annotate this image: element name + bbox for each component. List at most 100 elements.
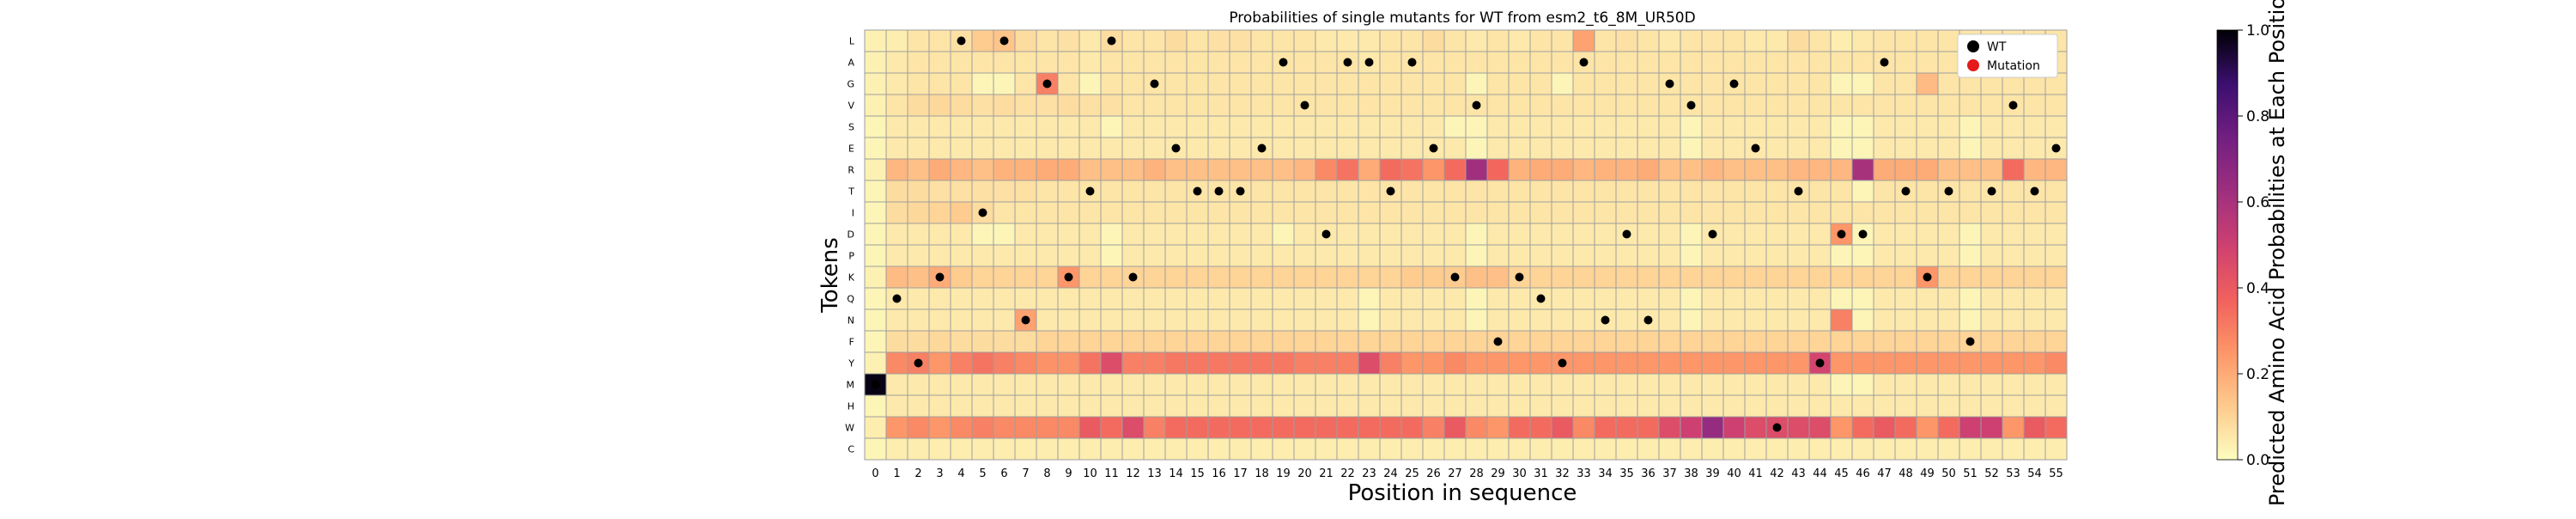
- heatmap-cell: [864, 201, 887, 224]
- heatmap-cell: [1143, 180, 1166, 203]
- heatmap-cell: [1036, 308, 1059, 332]
- wt-marker: [914, 358, 923, 368]
- legend-frame: [1957, 34, 2058, 78]
- heatmap-cell: [1980, 394, 2003, 418]
- legend-wt-label: WT: [1987, 40, 2007, 54]
- heatmap-cell: [1078, 373, 1102, 396]
- heatmap-cell: [1121, 308, 1145, 332]
- heatmap-cell: [1851, 308, 1874, 332]
- heatmap-cell: [1551, 72, 1574, 95]
- heatmap-cell: [2023, 416, 2046, 439]
- heatmap-cell: [1078, 72, 1102, 95]
- heatmap-cell: [1443, 287, 1467, 310]
- heatmap-cell: [928, 223, 951, 246]
- heatmap-cell: [1937, 72, 1960, 95]
- heatmap-cell: [1486, 223, 1510, 246]
- x-tick-label: 23: [1362, 467, 1376, 480]
- heatmap-cell: [1078, 158, 1102, 181]
- heatmap-cell: [1937, 330, 1960, 353]
- heatmap-cell: [1787, 51, 1810, 74]
- heatmap-cell: [1422, 115, 1445, 138]
- heatmap-cell: [1508, 94, 1531, 117]
- heatmap-cell: [1615, 394, 1638, 418]
- heatmap-cell: [1765, 137, 1789, 160]
- heatmap-cell: [1916, 244, 1939, 267]
- heatmap-cell: [993, 223, 1016, 246]
- wt-marker: [1085, 186, 1095, 196]
- heatmap-cell: [1121, 180, 1145, 203]
- x-tick-label: 53: [2006, 467, 2020, 480]
- heatmap-cell: [1400, 266, 1424, 289]
- x-tick-label: 20: [1297, 467, 1312, 480]
- heatmap-cell: [1400, 137, 1424, 160]
- heatmap-cell: [1658, 244, 1681, 267]
- heatmap-cell: [1057, 287, 1080, 310]
- heatmap-cell: [1121, 29, 1145, 52]
- heatmap-cell: [1744, 308, 1767, 332]
- heatmap-cell: [1529, 72, 1552, 95]
- heatmap-cell: [1830, 201, 1853, 224]
- heatmap-cell: [1937, 158, 1960, 181]
- heatmap-cell: [1916, 394, 1939, 418]
- colorbar-tick-label: 0.6: [2246, 194, 2269, 211]
- heatmap-cell: [1722, 416, 1746, 439]
- heatmap-cell: [1637, 244, 1660, 267]
- heatmap-cell: [907, 308, 930, 332]
- heatmap-cell: [885, 94, 908, 117]
- heatmap-cell: [1744, 287, 1767, 310]
- heatmap-cell: [1551, 51, 1574, 74]
- heatmap-cell: [1057, 158, 1080, 181]
- heatmap-cell: [885, 266, 908, 289]
- heatmap-cell: [1830, 94, 1853, 117]
- heatmap-cell: [1765, 180, 1789, 203]
- heatmap-cell: [1508, 351, 1531, 375]
- heatmap-cell: [971, 437, 994, 461]
- heatmap-cell: [1873, 244, 1896, 267]
- heatmap-cell: [1272, 266, 1295, 289]
- heatmap-cell: [2023, 287, 2046, 310]
- heatmap-cell: [1701, 201, 1724, 224]
- heatmap-cell: [907, 394, 930, 418]
- heatmap-cell: [1036, 330, 1059, 353]
- heatmap-cell: [864, 115, 887, 138]
- heatmap-cell: [1465, 287, 1488, 310]
- heatmap-cell: [1121, 394, 1145, 418]
- heatmap-cell: [1744, 373, 1767, 396]
- heatmap-cell: [993, 51, 1016, 74]
- heatmap-cell: [2002, 137, 2025, 160]
- heatmap-cell: [2044, 201, 2068, 224]
- heatmap-cell: [2044, 373, 2068, 396]
- heatmap-cell: [1594, 29, 1617, 52]
- heatmap-cell: [1100, 115, 1123, 138]
- heatmap-cell: [2023, 351, 2046, 375]
- heatmap-cell: [1143, 351, 1166, 375]
- x-tick-label: 39: [1705, 467, 1720, 480]
- heatmap-cell: [1787, 266, 1810, 289]
- legend-mutation-marker: [1967, 59, 1979, 71]
- heatmap-cell: [1959, 158, 1982, 181]
- heatmap-cell: [1529, 437, 1552, 461]
- heatmap-cell: [2002, 244, 2025, 267]
- heatmap-cell: [950, 308, 973, 332]
- heatmap-cell: [1186, 266, 1209, 289]
- heatmap-cell: [1465, 416, 1488, 439]
- heatmap-cell: [1250, 394, 1273, 418]
- heatmap-cell: [928, 437, 951, 461]
- heatmap-cell: [1315, 94, 1338, 117]
- heatmap-cell: [1851, 373, 1874, 396]
- heatmap-cell: [2044, 223, 2068, 246]
- heatmap-cell: [1916, 223, 1939, 246]
- heatmap-cell: [1229, 308, 1252, 332]
- heatmap-cell: [1057, 244, 1080, 267]
- heatmap-cell: [1873, 308, 1896, 332]
- heatmap-cell: [1078, 223, 1102, 246]
- heatmap-cell: [928, 373, 951, 396]
- heatmap-cell: [1765, 373, 1789, 396]
- heatmap-cell: [1164, 72, 1188, 95]
- heatmap-cell: [1400, 416, 1424, 439]
- heatmap-cell: [1787, 223, 1810, 246]
- heatmap-cell: [993, 437, 1016, 461]
- heatmap-cell: [1121, 72, 1145, 95]
- heatmap-cell: [1014, 51, 1037, 74]
- heatmap-cell: [1894, 394, 1917, 418]
